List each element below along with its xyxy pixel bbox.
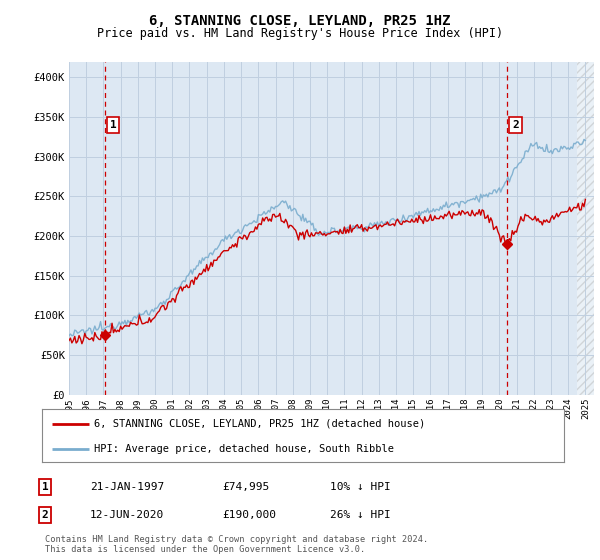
Text: HPI: Average price, detached house, South Ribble: HPI: Average price, detached house, Sout… xyxy=(94,444,394,454)
Text: 12-JUN-2020: 12-JUN-2020 xyxy=(90,510,164,520)
Text: 10% ↓ HPI: 10% ↓ HPI xyxy=(330,482,391,492)
Text: 1: 1 xyxy=(110,120,116,130)
Text: 21-JAN-1997: 21-JAN-1997 xyxy=(90,482,164,492)
Text: £74,995: £74,995 xyxy=(222,482,269,492)
Text: 1: 1 xyxy=(41,482,49,492)
Text: £190,000: £190,000 xyxy=(222,510,276,520)
Text: 2: 2 xyxy=(512,120,519,130)
Text: 2: 2 xyxy=(41,510,49,520)
Text: Contains HM Land Registry data © Crown copyright and database right 2024.
This d: Contains HM Land Registry data © Crown c… xyxy=(45,535,428,554)
Text: 26% ↓ HPI: 26% ↓ HPI xyxy=(330,510,391,520)
Text: 6, STANNING CLOSE, LEYLAND, PR25 1HZ (detached house): 6, STANNING CLOSE, LEYLAND, PR25 1HZ (de… xyxy=(94,419,425,429)
Text: 6, STANNING CLOSE, LEYLAND, PR25 1HZ: 6, STANNING CLOSE, LEYLAND, PR25 1HZ xyxy=(149,14,451,28)
Text: Price paid vs. HM Land Registry's House Price Index (HPI): Price paid vs. HM Land Registry's House … xyxy=(97,27,503,40)
